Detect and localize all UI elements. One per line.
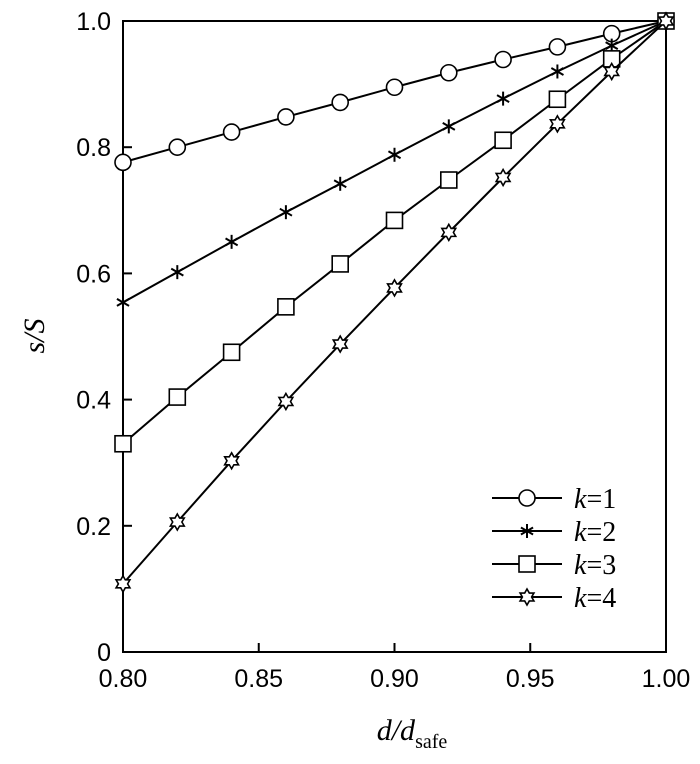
legend-label: k=2 (574, 517, 616, 548)
data-point (496, 91, 510, 106)
data-point (279, 205, 293, 220)
data-point (277, 391, 295, 412)
x-tick-label: 0.95 (506, 665, 555, 693)
y-tick-label: 1.0 (76, 8, 111, 36)
legend-entry: k=2 (492, 517, 616, 548)
data-point (387, 147, 402, 162)
legend-marker (518, 555, 536, 573)
series-asterisk (116, 14, 673, 310)
legend-entry: k=1 (492, 484, 616, 515)
y-tick-label: 0.6 (76, 260, 111, 288)
data-point (331, 255, 350, 273)
series-circle (114, 12, 675, 172)
data-point (442, 119, 456, 134)
data-point (114, 574, 132, 594)
x-tick-label: 1.00 (642, 665, 691, 693)
legend-label: k=1 (574, 484, 616, 515)
legend-marker (520, 524, 534, 538)
data-point (494, 131, 512, 150)
x-tick-label: 0.80 (99, 665, 148, 693)
x-tick-label: 0.85 (234, 665, 283, 693)
data-point (385, 211, 404, 230)
y-tick-label: 0 (97, 639, 111, 667)
series-star (114, 11, 675, 594)
legend-label: k=4 (574, 583, 616, 614)
data-point (494, 167, 512, 188)
data-point (549, 114, 566, 134)
legend-marker (518, 489, 536, 507)
data-point (222, 343, 241, 362)
data-point (225, 234, 239, 249)
data-point (277, 108, 295, 126)
data-point (494, 50, 512, 69)
data-point (168, 138, 187, 156)
data-point (550, 64, 564, 79)
y-axis: 0 0.2 0.4 0.6 0.8 1.0 (76, 8, 132, 667)
data-point (331, 334, 349, 354)
x-axis: 0.80 0.85 0.90 0.95 1.00 (99, 643, 691, 693)
y-tick-label: 0.2 (76, 513, 111, 541)
y-tick-label: 0.8 (76, 134, 111, 162)
legend: k=1k=2k=3k=4 (492, 484, 616, 614)
data-point (114, 153, 132, 172)
data-point (603, 61, 621, 82)
data-point (222, 123, 241, 141)
data-point (170, 265, 184, 280)
data-point (277, 298, 295, 316)
data-point (439, 63, 458, 82)
legend-entry: k=4 (492, 583, 616, 614)
data-point (333, 176, 347, 191)
data-point (657, 11, 675, 31)
data-point (385, 78, 404, 97)
data-point (440, 222, 458, 242)
x-axis-title: d/dsafe (377, 714, 448, 753)
data-point (114, 434, 132, 453)
data-point (439, 171, 458, 189)
data-point (548, 90, 567, 109)
data-point (116, 295, 130, 310)
data-point (548, 38, 567, 56)
data-point (168, 388, 187, 406)
legend-entry: k=3 (492, 550, 616, 581)
data-point (386, 278, 403, 298)
data-point (223, 451, 240, 471)
y-axis-title: s/S (18, 318, 51, 353)
data-point (331, 93, 350, 112)
legend-label: k=3 (574, 550, 616, 581)
y-tick-label: 0.4 (76, 387, 111, 415)
x-tick-label: 0.90 (370, 665, 419, 693)
data-point (168, 512, 186, 532)
legend-marker (518, 587, 536, 607)
